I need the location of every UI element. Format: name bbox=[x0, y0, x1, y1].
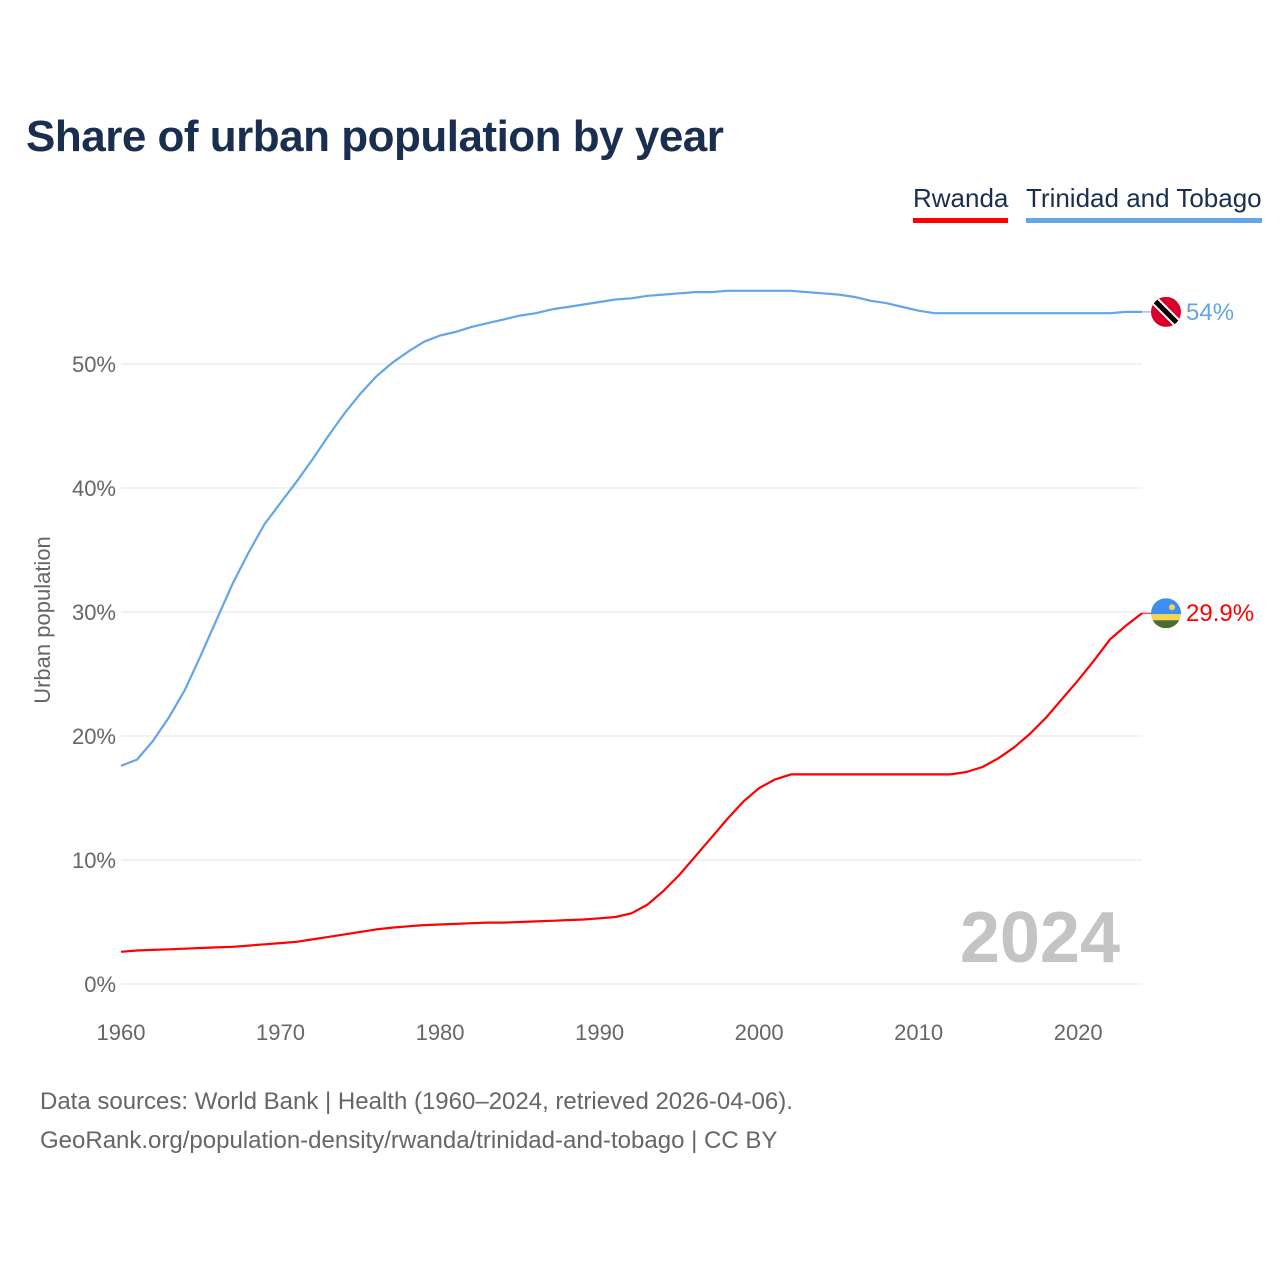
y-tick-label: 40% bbox=[72, 476, 116, 501]
y-tick-label: 30% bbox=[72, 600, 116, 625]
attribution-link[interactable]: GeoRank.org/population-density/rwanda/tr… bbox=[40, 1127, 778, 1154]
x-tick-label: 1980 bbox=[416, 1020, 465, 1045]
trinidad-and-tobago-flag-icon bbox=[1151, 296, 1181, 327]
y-tick-label: 20% bbox=[72, 724, 116, 749]
x-tick-label: 1960 bbox=[97, 1020, 146, 1045]
y-tick-label: 10% bbox=[72, 848, 116, 873]
x-tick-label: 2020 bbox=[1054, 1020, 1103, 1045]
year-watermark: 2024 bbox=[960, 898, 1120, 978]
series-line-rwanda bbox=[120, 612, 1143, 953]
data-sources: Data sources: World Bank | Health (1960–… bbox=[40, 1088, 793, 1115]
series-line-trinidad-and-tobago bbox=[120, 289, 1142, 767]
end-value-label: 54% bbox=[1186, 299, 1234, 326]
x-tick-label: 2010 bbox=[894, 1020, 943, 1045]
legend-item-trinidad-and-tobago[interactable]: Trinidad and Tobago bbox=[1026, 183, 1262, 223]
x-tick-label: 1970 bbox=[256, 1020, 305, 1045]
end-value-label: 29.9% bbox=[1186, 600, 1254, 627]
x-tick-label: 1990 bbox=[575, 1020, 624, 1045]
y-tick-label: 0% bbox=[84, 972, 116, 997]
rwanda-flag-icon bbox=[1151, 598, 1181, 629]
y-tick-label: 50% bbox=[72, 352, 116, 377]
chart-title: Share of urban population by year bbox=[26, 112, 724, 161]
y-axis-label: Urban population bbox=[30, 536, 55, 704]
x-tick-label: 2000 bbox=[735, 1020, 784, 1045]
legend-item-rwanda[interactable]: Rwanda bbox=[913, 183, 1009, 223]
